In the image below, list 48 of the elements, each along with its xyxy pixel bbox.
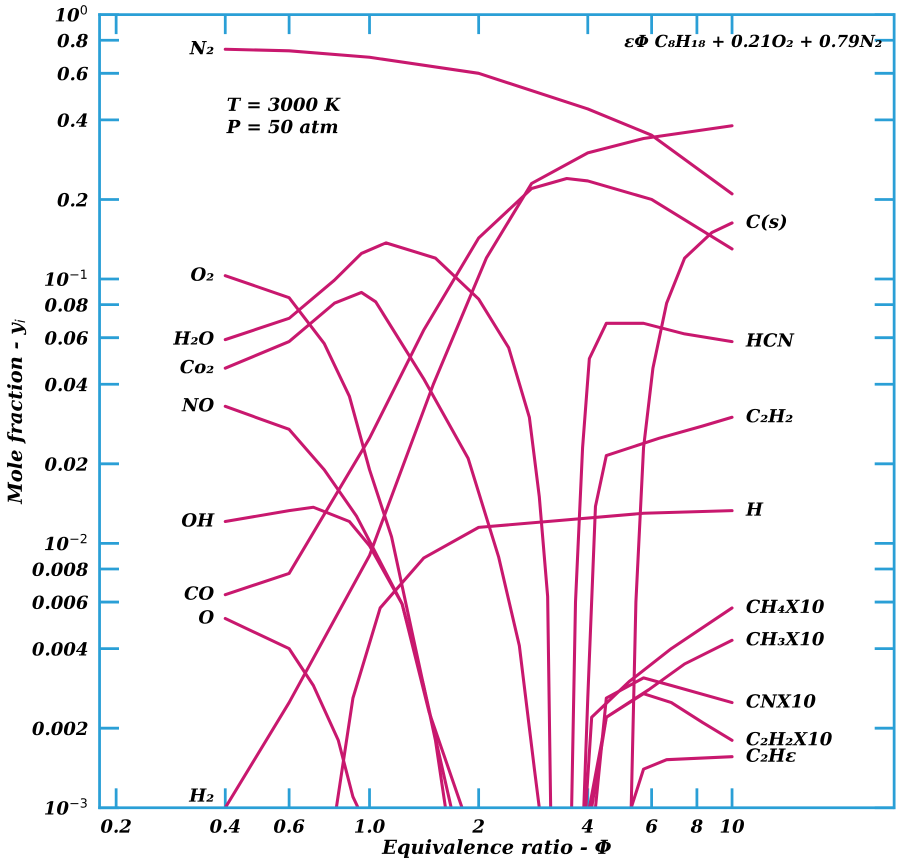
series-label: C₂H₂X10 — [746, 732, 832, 746]
x-tick-label: 6 — [646, 819, 658, 833]
series-label: H₂ — [188, 788, 214, 802]
y-tick-label: 0.006 — [32, 596, 88, 610]
y-tick-label: 10$^{−3}$ — [45, 798, 87, 815]
x-tick-label: 0.6 — [274, 819, 304, 833]
y-tick-label: 0.6 — [58, 66, 88, 80]
y-tick-label: 0.002 — [32, 722, 88, 736]
y-tick-label: 10$^{−2}$ — [45, 534, 87, 550]
x-tick-label: 8 — [690, 819, 703, 833]
series-label: CH₃X10 — [746, 632, 824, 646]
series-label: CH₄X10 — [746, 600, 824, 614]
y-tick-label: 0.04 — [45, 378, 88, 392]
series-label: C(s) — [746, 214, 786, 231]
series-label: CO — [184, 586, 214, 600]
y-tick-label: 0.8 — [58, 34, 88, 48]
series-label: Co₂ — [180, 360, 214, 374]
y-tick-label: 0.08 — [45, 298, 88, 312]
y-tick-label: 0.004 — [32, 642, 88, 656]
series-label: CNX10 — [746, 694, 816, 708]
y-tick-label: 0.4 — [58, 113, 88, 127]
annotation: T = 3000 K — [228, 97, 341, 112]
x-axis-title: Equivalence ratio - Φ — [382, 839, 611, 858]
series-label: OH — [182, 513, 215, 527]
series-label: O — [199, 610, 214, 624]
series-label: C₂H₂ — [746, 408, 792, 423]
series-label: O₂ — [191, 267, 214, 281]
y-tick-label: 0.02 — [45, 457, 88, 471]
text: εΦ C₈H₁₈ + 0.21O₂ + 0.79N₂ — [624, 34, 882, 48]
x-tick-label: 2 — [472, 819, 484, 833]
x-tick-label: 0.2 — [101, 819, 131, 833]
y-tick-label: 0.2 — [58, 192, 88, 207]
y-tick-label: 0.06 — [45, 331, 88, 345]
series-label: H — [746, 502, 764, 516]
x-tick-label: 10 — [720, 819, 744, 833]
y-axis-title: Mole fraction - y$_{i}$ — [7, 319, 26, 504]
series-label: H₂O — [173, 331, 214, 345]
annotation: P = 50 atm — [226, 120, 338, 134]
series-label: C₂Hε — [746, 748, 796, 762]
x-tick-label: 4 — [582, 819, 593, 833]
y-tick-label: 0.008 — [32, 562, 88, 576]
y-tick-label: 10$^{0}$ — [56, 5, 87, 22]
y-tick-label: 10$^{−1}$ — [45, 270, 87, 286]
series-label: N₂ — [189, 41, 214, 54]
series-label: HCN — [746, 333, 794, 347]
series-label: NO — [181, 398, 214, 412]
x-tick-label: 0.4 — [210, 819, 240, 833]
x-tick-label: 1.0 — [354, 819, 385, 833]
